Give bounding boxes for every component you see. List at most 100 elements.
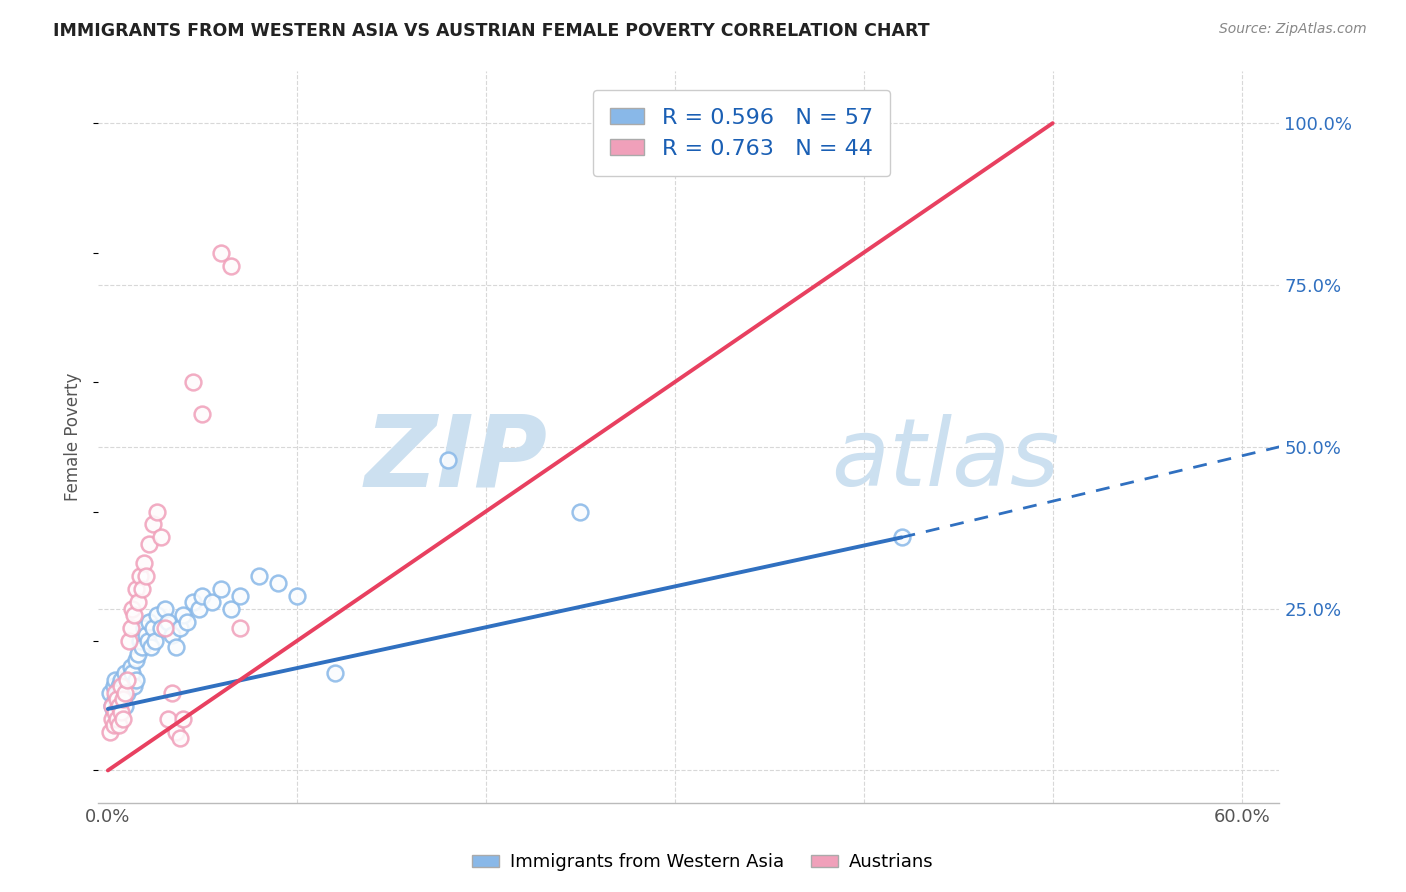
Point [187, 601, 209, 615]
Point [125, 673, 148, 687]
Point [131, 640, 153, 655]
Point [111, 692, 134, 706]
Point [157, 615, 180, 629]
Point [129, 634, 152, 648]
Point [890, 530, 912, 544]
Point [108, 679, 131, 693]
Point [142, 517, 165, 532]
Point [108, 692, 131, 706]
Point [153, 601, 176, 615]
Point [146, 608, 169, 623]
Point [201, 595, 224, 609]
Point [124, 679, 146, 693]
Point [758, 129, 780, 144]
Point [127, 595, 149, 609]
Point [115, 673, 138, 687]
Point [165, 724, 187, 739]
Point [104, 705, 127, 719]
Point [129, 569, 152, 583]
Point [121, 601, 143, 615]
Point [437, 452, 460, 467]
Point [111, 692, 134, 706]
Point [740, 136, 762, 150]
Point [125, 653, 148, 667]
Point [108, 718, 131, 732]
Point [153, 601, 176, 615]
Point [114, 666, 136, 681]
Legend: Immigrants from Western Asia, Austrians: Immigrants from Western Asia, Austrians [465, 847, 941, 879]
Point [132, 557, 155, 571]
Point [120, 621, 142, 635]
Point [100, 698, 122, 713]
Point [165, 724, 187, 739]
Point [115, 686, 138, 700]
Point [105, 686, 128, 700]
Point [110, 686, 132, 700]
Point [125, 653, 148, 667]
Point [115, 673, 138, 687]
Point [758, 129, 780, 144]
Point [100, 712, 122, 726]
Point [108, 698, 131, 713]
Point [114, 698, 136, 713]
Point [165, 640, 187, 655]
Point [111, 712, 134, 726]
Point [98, 686, 121, 700]
Point [138, 537, 160, 551]
Point [153, 621, 176, 635]
Point [135, 569, 157, 583]
Point [100, 698, 122, 713]
Point [569, 504, 592, 518]
Point [209, 582, 232, 597]
Point [100, 712, 122, 726]
Legend: R = 0.596   N = 57, R = 0.763   N = 44: R = 0.596 N = 57, R = 0.763 N = 44 [592, 90, 890, 177]
Point [149, 530, 172, 544]
Point [142, 621, 165, 635]
Point [124, 608, 146, 623]
Point [778, 116, 800, 130]
Point [181, 595, 204, 609]
Point [104, 686, 127, 700]
Point [138, 615, 160, 629]
Point [181, 595, 204, 609]
Point [176, 615, 198, 629]
Point [181, 375, 204, 389]
Point [267, 575, 290, 590]
Point [285, 589, 308, 603]
Point [172, 608, 194, 623]
Point [437, 452, 460, 467]
Point [187, 601, 209, 615]
Point [146, 504, 169, 518]
Point [131, 582, 153, 597]
Point [160, 686, 183, 700]
Point [103, 718, 125, 732]
Point [120, 621, 142, 635]
Point [98, 686, 121, 700]
Point [104, 673, 127, 687]
Point [104, 673, 127, 687]
Point [120, 660, 142, 674]
Point [160, 627, 183, 641]
Point [247, 569, 270, 583]
Point [105, 712, 128, 726]
Point [114, 666, 136, 681]
Point [740, 136, 762, 150]
Point [110, 673, 132, 687]
Point [219, 601, 242, 615]
Point [105, 686, 128, 700]
Point [108, 718, 131, 732]
Point [121, 666, 143, 681]
Point [229, 621, 252, 635]
Point [132, 557, 155, 571]
Point [229, 589, 252, 603]
Point [125, 582, 148, 597]
Point [141, 640, 163, 655]
Point [172, 608, 194, 623]
Point [323, 666, 346, 681]
Point [118, 634, 141, 648]
Point [129, 569, 152, 583]
Point [219, 259, 242, 273]
Point [108, 679, 131, 693]
Point [110, 705, 132, 719]
Point [114, 698, 136, 713]
